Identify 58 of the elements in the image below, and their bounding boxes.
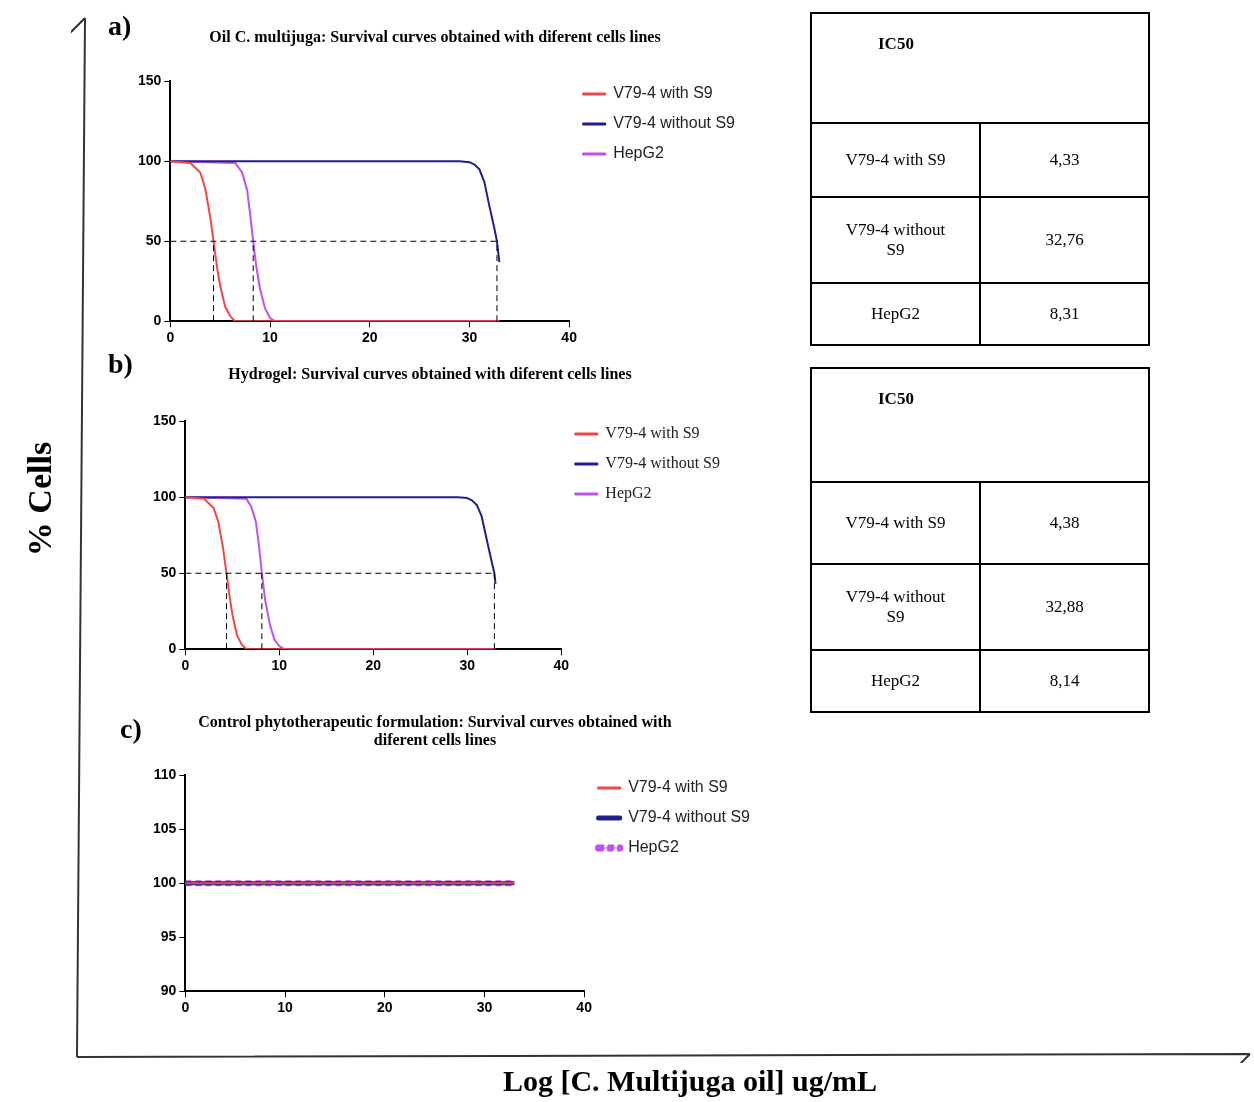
y-tick-label: 50: [145, 232, 162, 249]
category-label: HepG2: [811, 283, 980, 345]
y-tick-label: 50: [160, 564, 177, 581]
text: c): [120, 713, 142, 745]
text: 8,14: [1049, 671, 1080, 690]
legend-label: V79-4 without S9: [605, 454, 720, 472]
x-tick-label: 20: [376, 999, 393, 1016]
y-tick-label: 0: [168, 640, 177, 657]
text: 8,31: [1049, 304, 1080, 323]
y-tick-label: 0: [153, 312, 162, 329]
category-label: V79-4 without S9: [811, 564, 980, 650]
legend-label: HepG2: [613, 144, 664, 162]
y-tick-label: 150: [138, 72, 162, 89]
x-tick-label: 0: [181, 657, 190, 674]
category-label: V79-4 with S9: [811, 123, 980, 197]
category-label: HepG2: [811, 650, 980, 712]
x-tick-label: 30: [476, 999, 493, 1016]
x-tick-label: 30: [459, 657, 476, 674]
category-label: V79-4 with S9: [811, 482, 980, 564]
x-tick-label: 10: [271, 657, 288, 674]
text: 4,38: [1049, 513, 1080, 532]
legend-label: V79-4 without S9: [613, 114, 736, 132]
legend-label: V79-4 without S9: [628, 808, 751, 826]
text: b): [108, 348, 133, 380]
text: a): [108, 10, 132, 42]
text: IC50: [811, 13, 1149, 123]
category-label: V79-4 without S9: [811, 197, 980, 283]
x-tick-label: 40: [561, 329, 578, 346]
y-tick-label: 100: [153, 488, 177, 505]
y-tick-label: 95: [160, 928, 177, 945]
legend-label: V79-4 with S9: [628, 778, 728, 796]
legend-label: HepG2: [628, 838, 679, 856]
x-tick-label: 30: [461, 329, 478, 346]
x-tick-label: 20: [365, 657, 382, 674]
chart-title: Oil C. multijuga: Survival curves obtained with diferent cells lines: [208, 28, 662, 46]
x-tick-label: 40: [576, 999, 593, 1016]
legend-label: V79-4 with S9: [613, 84, 713, 102]
y-axis-title: % Cells: [21, 440, 59, 559]
text: IC50: [811, 368, 1149, 482]
chart-title: Control phytotherapeutic formulation: Survival curves obtained with diferent cells lines: [197, 713, 673, 749]
y-tick-label: 110: [153, 766, 177, 783]
x-tick-label: 10: [262, 329, 279, 346]
y-tick-label: 100: [138, 152, 162, 169]
chart-title: Hydrogel: Survival curves obtained with diferent cells lines: [227, 365, 633, 383]
x-tick-label: 10: [277, 999, 294, 1016]
y-tick-label: 100: [153, 874, 177, 891]
text: 32,76: [1045, 230, 1084, 249]
legend-label: V79-4 with S9: [605, 424, 700, 442]
x-tick-label: 20: [361, 329, 378, 346]
x-axis-title: Log [C. Multijuga oil] ug/mL: [501, 1064, 879, 1098]
y-tick-label: 150: [153, 412, 177, 429]
y-tick-label: 105: [153, 820, 177, 837]
x-tick-label: 40: [553, 657, 570, 674]
text: 32,88: [1045, 597, 1084, 616]
x-tick-label: 0: [181, 999, 190, 1016]
y-tick-label: 90: [160, 982, 177, 999]
text: 4,33: [1049, 150, 1080, 169]
legend-label: HepG2: [605, 484, 652, 503]
